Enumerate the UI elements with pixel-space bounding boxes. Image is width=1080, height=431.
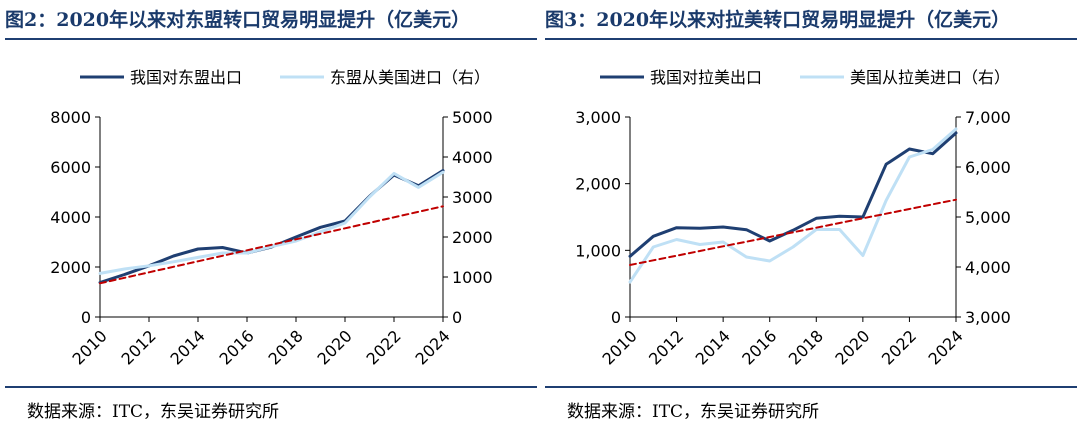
right-tick-label: 5000 xyxy=(452,108,493,127)
title-rule xyxy=(545,38,1077,40)
data-source: 数据来源：ITC，东吴证券研究所 xyxy=(567,402,820,422)
left-tick-label: 2,000 xyxy=(575,175,621,194)
x-tick-label: 2014 xyxy=(692,326,734,368)
right-tick-label: 4000 xyxy=(452,148,493,167)
legend-label: 我国对拉美出口 xyxy=(650,68,762,87)
right-tick-label: 3,000 xyxy=(965,308,1011,327)
legend-label: 东盟从美国进口（右） xyxy=(330,68,490,87)
x-tick-label: 2012 xyxy=(645,326,687,368)
x-tick-label: 2010 xyxy=(69,326,111,368)
data-source: 数据来源：ITC，东吴证券研究所 xyxy=(27,402,280,422)
left-tick-label: 0 xyxy=(611,308,621,327)
legend-item: 东盟从美国进口（右） xyxy=(280,68,490,87)
right-tick-label: 5,000 xyxy=(965,208,1011,227)
x-tick-label: 2018 xyxy=(265,326,307,368)
title-rule xyxy=(5,38,537,40)
x-tick-label: 2018 xyxy=(785,326,827,368)
legend-item: 我国对东盟出口 xyxy=(80,68,242,87)
x-tick-label: 2016 xyxy=(738,326,780,368)
x-tick-label: 2020 xyxy=(831,326,873,368)
left-tick-label: 2000 xyxy=(50,258,91,277)
trend-line xyxy=(629,198,957,266)
source-rule xyxy=(5,386,537,388)
legend-item: 我国对拉美出口 xyxy=(600,68,762,87)
x-tick-label: 2014 xyxy=(167,326,209,368)
right-tick-label: 4,000 xyxy=(965,258,1011,277)
chart-panel-right: 图3：2020年以来对拉美转口贸易明显提升（亿美元） 我国对拉美出口 美国从拉美进… xyxy=(545,0,1077,431)
chart-title: 图3：2020年以来对拉美转口贸易明显提升（亿美元） xyxy=(545,9,1011,31)
x-tick-label: 2024 xyxy=(925,326,967,368)
left-tick-label: 1,000 xyxy=(575,241,621,260)
x-tick-label: 2012 xyxy=(118,326,160,368)
left-tick-label: 8000 xyxy=(50,108,91,127)
left-tick-label: 4000 xyxy=(50,208,91,227)
chart-plot: 我国对拉美出口 美国从拉美进口（右） 0 1,000 2,000 3,000 3,000 4,… xyxy=(575,68,1011,369)
legend-label: 美国从拉美进口（右） xyxy=(850,68,1010,87)
left-tick-label: 3,000 xyxy=(575,108,621,127)
series-line xyxy=(98,170,445,275)
right-tick-label: 3000 xyxy=(452,188,493,207)
x-tick-label: 2022 xyxy=(878,326,920,368)
right-tick-label: 1000 xyxy=(452,268,493,287)
left-tick-label: 6000 xyxy=(50,158,91,177)
right-tick-label: 6,000 xyxy=(965,158,1011,177)
x-tick-label: 2016 xyxy=(216,326,258,368)
x-tick-label: 2010 xyxy=(599,326,641,368)
source-rule xyxy=(545,386,1077,388)
x-tick-label: 2022 xyxy=(363,326,405,368)
chart-panel-left: 图2：2020年以来对东盟转口贸易明显提升（亿美元） 我国对东盟出口 东盟从美国进… xyxy=(5,0,537,431)
x-tick-label: 2020 xyxy=(314,326,356,368)
legend-label: 我国对东盟出口 xyxy=(130,68,242,87)
legend-item: 美国从拉美进口（右） xyxy=(800,68,1010,87)
series-line xyxy=(628,127,958,284)
trend-line xyxy=(99,205,444,285)
right-tick-label: 7,000 xyxy=(965,108,1011,127)
chart-plot: 我国对东盟出口 东盟从美国进口（右） 0 2000 4000 6000 8000 0 1000 2… xyxy=(50,68,493,369)
x-tick-label: 2024 xyxy=(412,326,454,368)
right-tick-label: 0 xyxy=(452,308,462,327)
left-tick-label: 0 xyxy=(81,308,91,327)
series-line xyxy=(628,131,958,258)
chart-title: 图2：2020年以来对东盟转口贸易明显提升（亿美元） xyxy=(5,9,471,31)
right-tick-label: 2000 xyxy=(452,228,493,247)
